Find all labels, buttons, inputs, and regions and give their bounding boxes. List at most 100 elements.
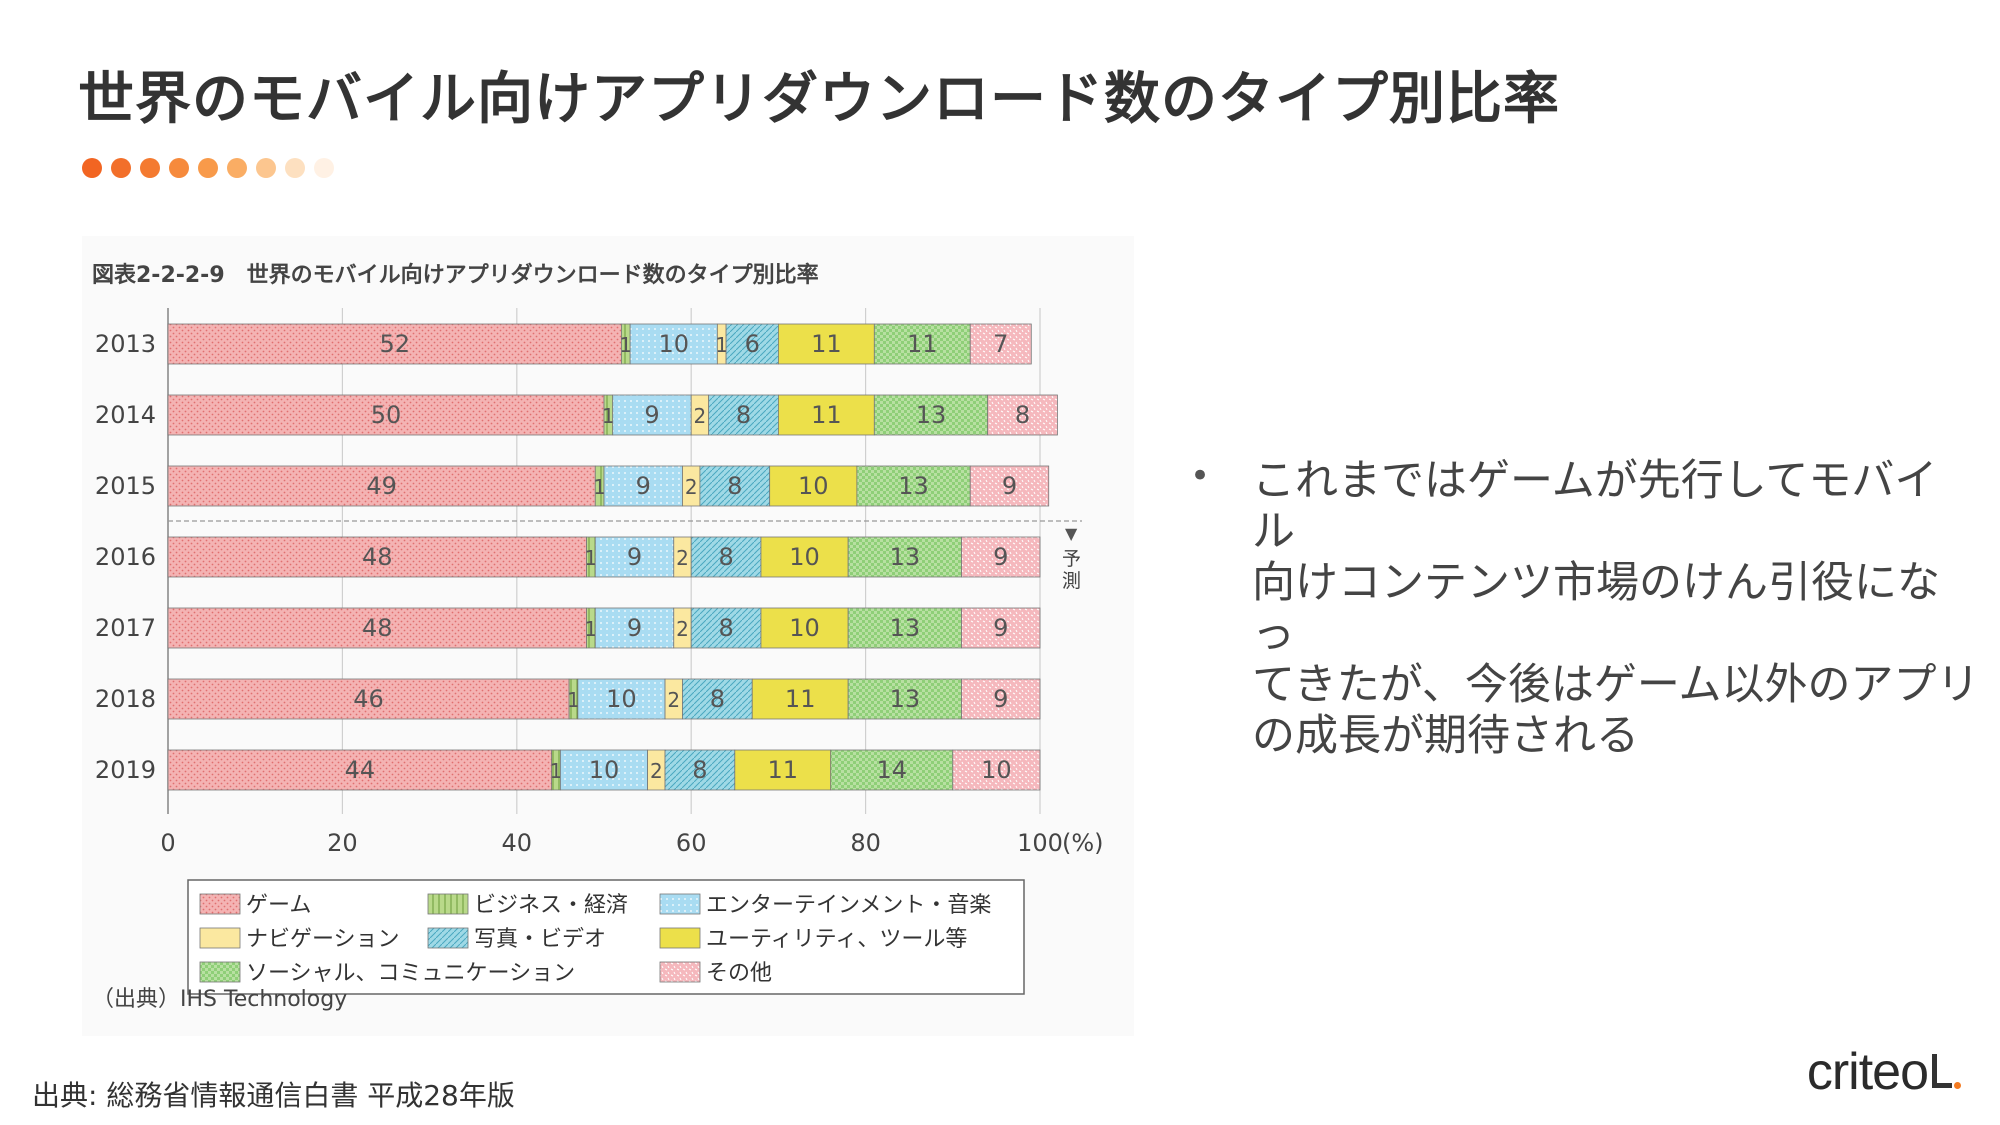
decorative-dot xyxy=(111,158,131,178)
data-label: 9 xyxy=(1002,472,1017,500)
year-tick-label: 2014 xyxy=(95,401,156,429)
bar-segment xyxy=(699,465,771,507)
bar-segment xyxy=(725,323,779,365)
data-label: 49 xyxy=(366,472,397,500)
bar-segment xyxy=(682,678,753,720)
legend-swatch xyxy=(659,927,701,949)
data-label: 48 xyxy=(362,543,393,571)
data-label: 9 xyxy=(993,685,1008,713)
year-tick-label: 2018 xyxy=(95,685,156,713)
legend-swatch xyxy=(427,893,469,915)
data-label: 8 xyxy=(710,685,725,713)
bar-segment xyxy=(969,465,1050,507)
year-tick-label: 2013 xyxy=(95,330,156,358)
data-label: 13 xyxy=(890,685,921,713)
data-label: 2 xyxy=(667,688,680,712)
bar-segment xyxy=(594,607,675,649)
data-label: 9 xyxy=(993,614,1008,642)
data-label: 1 xyxy=(593,475,606,499)
legend-swatch xyxy=(199,893,241,915)
bar-segment xyxy=(167,607,587,649)
year-tick-label: 2019 xyxy=(95,756,156,784)
bar-segment xyxy=(751,678,849,720)
data-label: 7 xyxy=(993,330,1008,358)
data-label: 10 xyxy=(789,543,820,571)
data-label: 9 xyxy=(627,543,642,571)
forecast-label: 測 xyxy=(1062,570,1081,592)
data-label: 10 xyxy=(658,330,689,358)
bar-segment xyxy=(167,749,553,791)
x-tick-label: 40 xyxy=(502,829,533,857)
data-label: 1 xyxy=(585,546,598,570)
bar-segment xyxy=(167,465,596,507)
bar-segment xyxy=(778,323,875,365)
data-label: 2 xyxy=(650,759,663,783)
bullet-text: これまではゲームが先行してモバイル 向けコンテンツ市場のけん引役になっ てきたが… xyxy=(1252,456,1980,761)
bar-segment xyxy=(167,678,570,720)
data-label: 2 xyxy=(685,475,698,499)
bar-segment xyxy=(760,607,849,649)
data-label: 8 xyxy=(692,756,707,784)
data-label: 8 xyxy=(718,543,733,571)
data-label: 2 xyxy=(676,546,689,570)
year-tick-label: 2017 xyxy=(95,614,156,642)
bar-segment xyxy=(769,465,858,507)
bar-segment xyxy=(708,394,779,436)
bullet-list: • これまではゲームが先行してモバイル 向けコンテンツ市場のけん引役になっ てき… xyxy=(1190,456,1980,762)
bar-segment xyxy=(167,394,605,436)
bar-segment xyxy=(612,394,692,436)
source-note: 出典: 総務省情報通信白書 平成28年版 xyxy=(32,1079,515,1112)
data-label: 1 xyxy=(550,759,563,783)
bar-segment xyxy=(167,536,587,578)
bar-segment xyxy=(760,536,849,578)
data-label: 9 xyxy=(636,472,651,500)
data-label: 13 xyxy=(898,472,929,500)
data-label: 8 xyxy=(1015,401,1030,429)
data-label: 1 xyxy=(567,688,580,712)
bar-segment xyxy=(987,394,1058,436)
bar-segment xyxy=(734,749,832,791)
x-tick-label: 0 xyxy=(160,829,175,857)
data-label: 10 xyxy=(589,756,620,784)
bar-segment xyxy=(690,607,762,649)
data-label: 8 xyxy=(727,472,742,500)
data-label: 1 xyxy=(715,333,728,357)
data-label: 6 xyxy=(745,330,760,358)
bar-segment xyxy=(847,678,962,720)
year-tick-label: 2015 xyxy=(95,472,156,500)
brand-mark-icon xyxy=(1932,1050,1961,1094)
x-tick-label: 80 xyxy=(850,829,881,857)
bar-segment xyxy=(961,607,1041,649)
year-tick-label: 2016 xyxy=(95,543,156,571)
forecast-label: 予 xyxy=(1062,548,1081,570)
decorative-dot xyxy=(227,158,247,178)
decorative-dot xyxy=(198,158,218,178)
bar-segment xyxy=(690,536,762,578)
data-label: 13 xyxy=(890,614,921,642)
bar-segment xyxy=(969,323,1032,365)
brand-name: criteo xyxy=(1806,1043,1929,1101)
data-label: 52 xyxy=(379,330,410,358)
data-label: 2 xyxy=(676,617,689,641)
data-label: 48 xyxy=(362,614,393,642)
legend-label: その他 xyxy=(706,961,772,986)
decorative-dot xyxy=(285,158,305,178)
data-label: 1 xyxy=(602,404,615,428)
data-label: 11 xyxy=(811,330,842,358)
bar-segment xyxy=(167,323,622,365)
legend-label: ビジネス・経済 xyxy=(474,893,628,918)
data-label: 44 xyxy=(345,756,376,784)
data-label: 13 xyxy=(916,401,947,429)
data-label: 10 xyxy=(981,756,1012,784)
legend-label: エンターテインメント・音楽 xyxy=(706,893,991,918)
data-label: 11 xyxy=(785,685,816,713)
bar-segment xyxy=(961,536,1041,578)
data-label: 9 xyxy=(993,543,1008,571)
legend-label: ゲーム xyxy=(246,893,311,918)
chart-title: 図表2-2-2-9 世界のモバイル向けアプリダウンロード数のタイプ別比率 xyxy=(92,262,819,288)
data-label: 11 xyxy=(811,401,842,429)
data-label: 9 xyxy=(644,401,659,429)
legend-swatch xyxy=(199,961,241,983)
data-label: 2 xyxy=(694,404,707,428)
legend-swatch xyxy=(427,927,469,949)
